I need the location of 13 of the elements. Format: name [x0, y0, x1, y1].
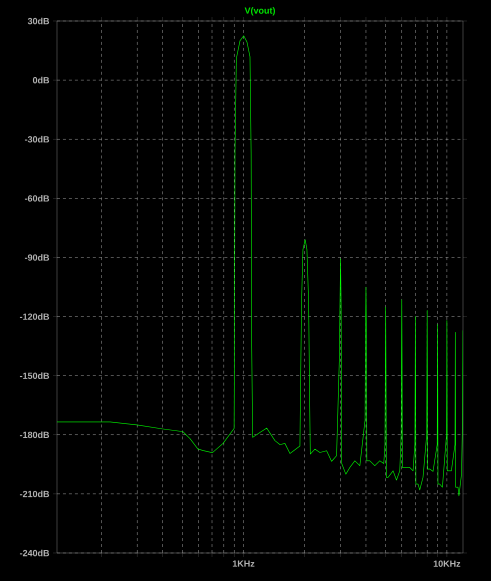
y-tick-label: -240dB — [20, 550, 50, 556]
x-tick-label: 1KHz — [232, 560, 254, 567]
y-tick-label: -210dB — [20, 490, 50, 498]
chart-title: V(vout) — [244, 7, 275, 16]
y-tick-label: -180dB — [20, 431, 50, 438]
y-tick-label: -150dB — [20, 372, 50, 379]
y-tick-label: -120dB — [20, 313, 50, 320]
y-tick-label: 0dB — [32, 76, 50, 84]
y-tick-label: -60dB — [24, 195, 50, 202]
y-tick-label: -90dB — [24, 254, 50, 261]
x-tick-label: 10KHz — [434, 560, 460, 567]
y-tick-label: -30dB — [24, 136, 50, 143]
y-tick-label: 30dB — [28, 18, 50, 24]
